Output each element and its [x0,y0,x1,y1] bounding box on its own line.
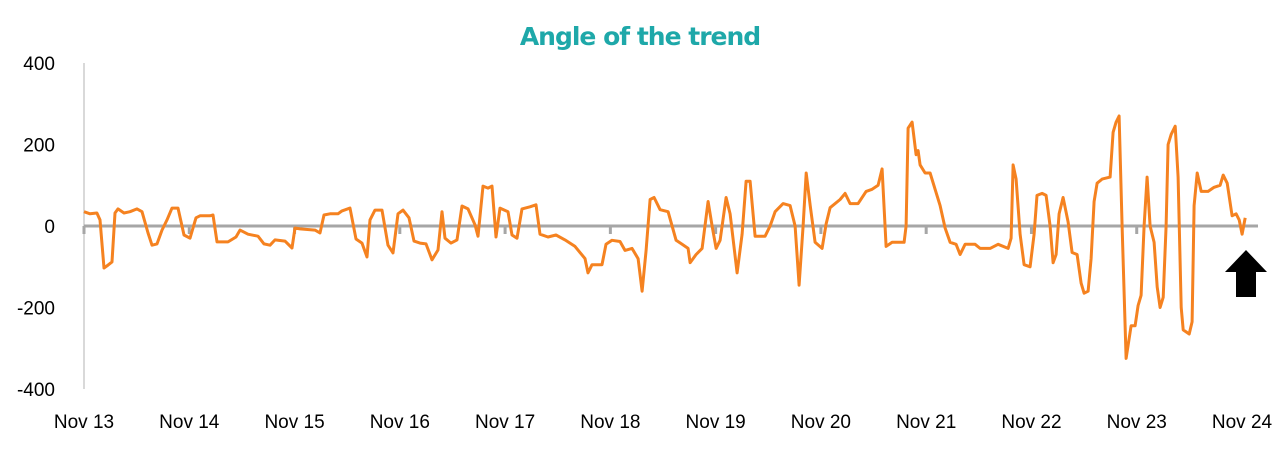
x-tick-label: Nov 15 [264,412,324,433]
y-tick-label: 200 [23,136,55,157]
arrow-up-icon [1225,250,1267,297]
x-tick-label: Nov 22 [1001,412,1061,433]
y-axis-ticks: 400 200 0 -200 -400 [17,54,55,401]
x-tick-label: Nov 23 [1107,412,1167,433]
x-tick-label: Nov 17 [475,412,535,433]
x-tick-label: Nov 18 [580,412,640,433]
series-group [83,114,1247,360]
x-tick-label: Nov 24 [1212,412,1273,433]
x-tick-label: Nov 14 [159,412,220,433]
x-axis-ticks: Nov 13 Nov 14 Nov 15 Nov 16 Nov 17 Nov 18 Nov … [54,226,1273,433]
x-tick-label: Nov 19 [686,412,746,433]
y-tick-label: -400 [17,380,55,401]
series-line [83,114,1247,360]
y-tick-label: 400 [23,54,55,75]
chart-title: Angle of the trend [520,22,760,51]
x-tick-label: Nov 16 [370,412,430,433]
y-tick-label: 0 [44,217,55,238]
x-tick-label: Nov 20 [791,412,851,433]
x-tick-label: Nov 13 [54,412,114,433]
annotation-group [1225,250,1267,297]
x-tick-label: Nov 21 [896,412,956,433]
y-tick-label: -200 [17,299,55,320]
